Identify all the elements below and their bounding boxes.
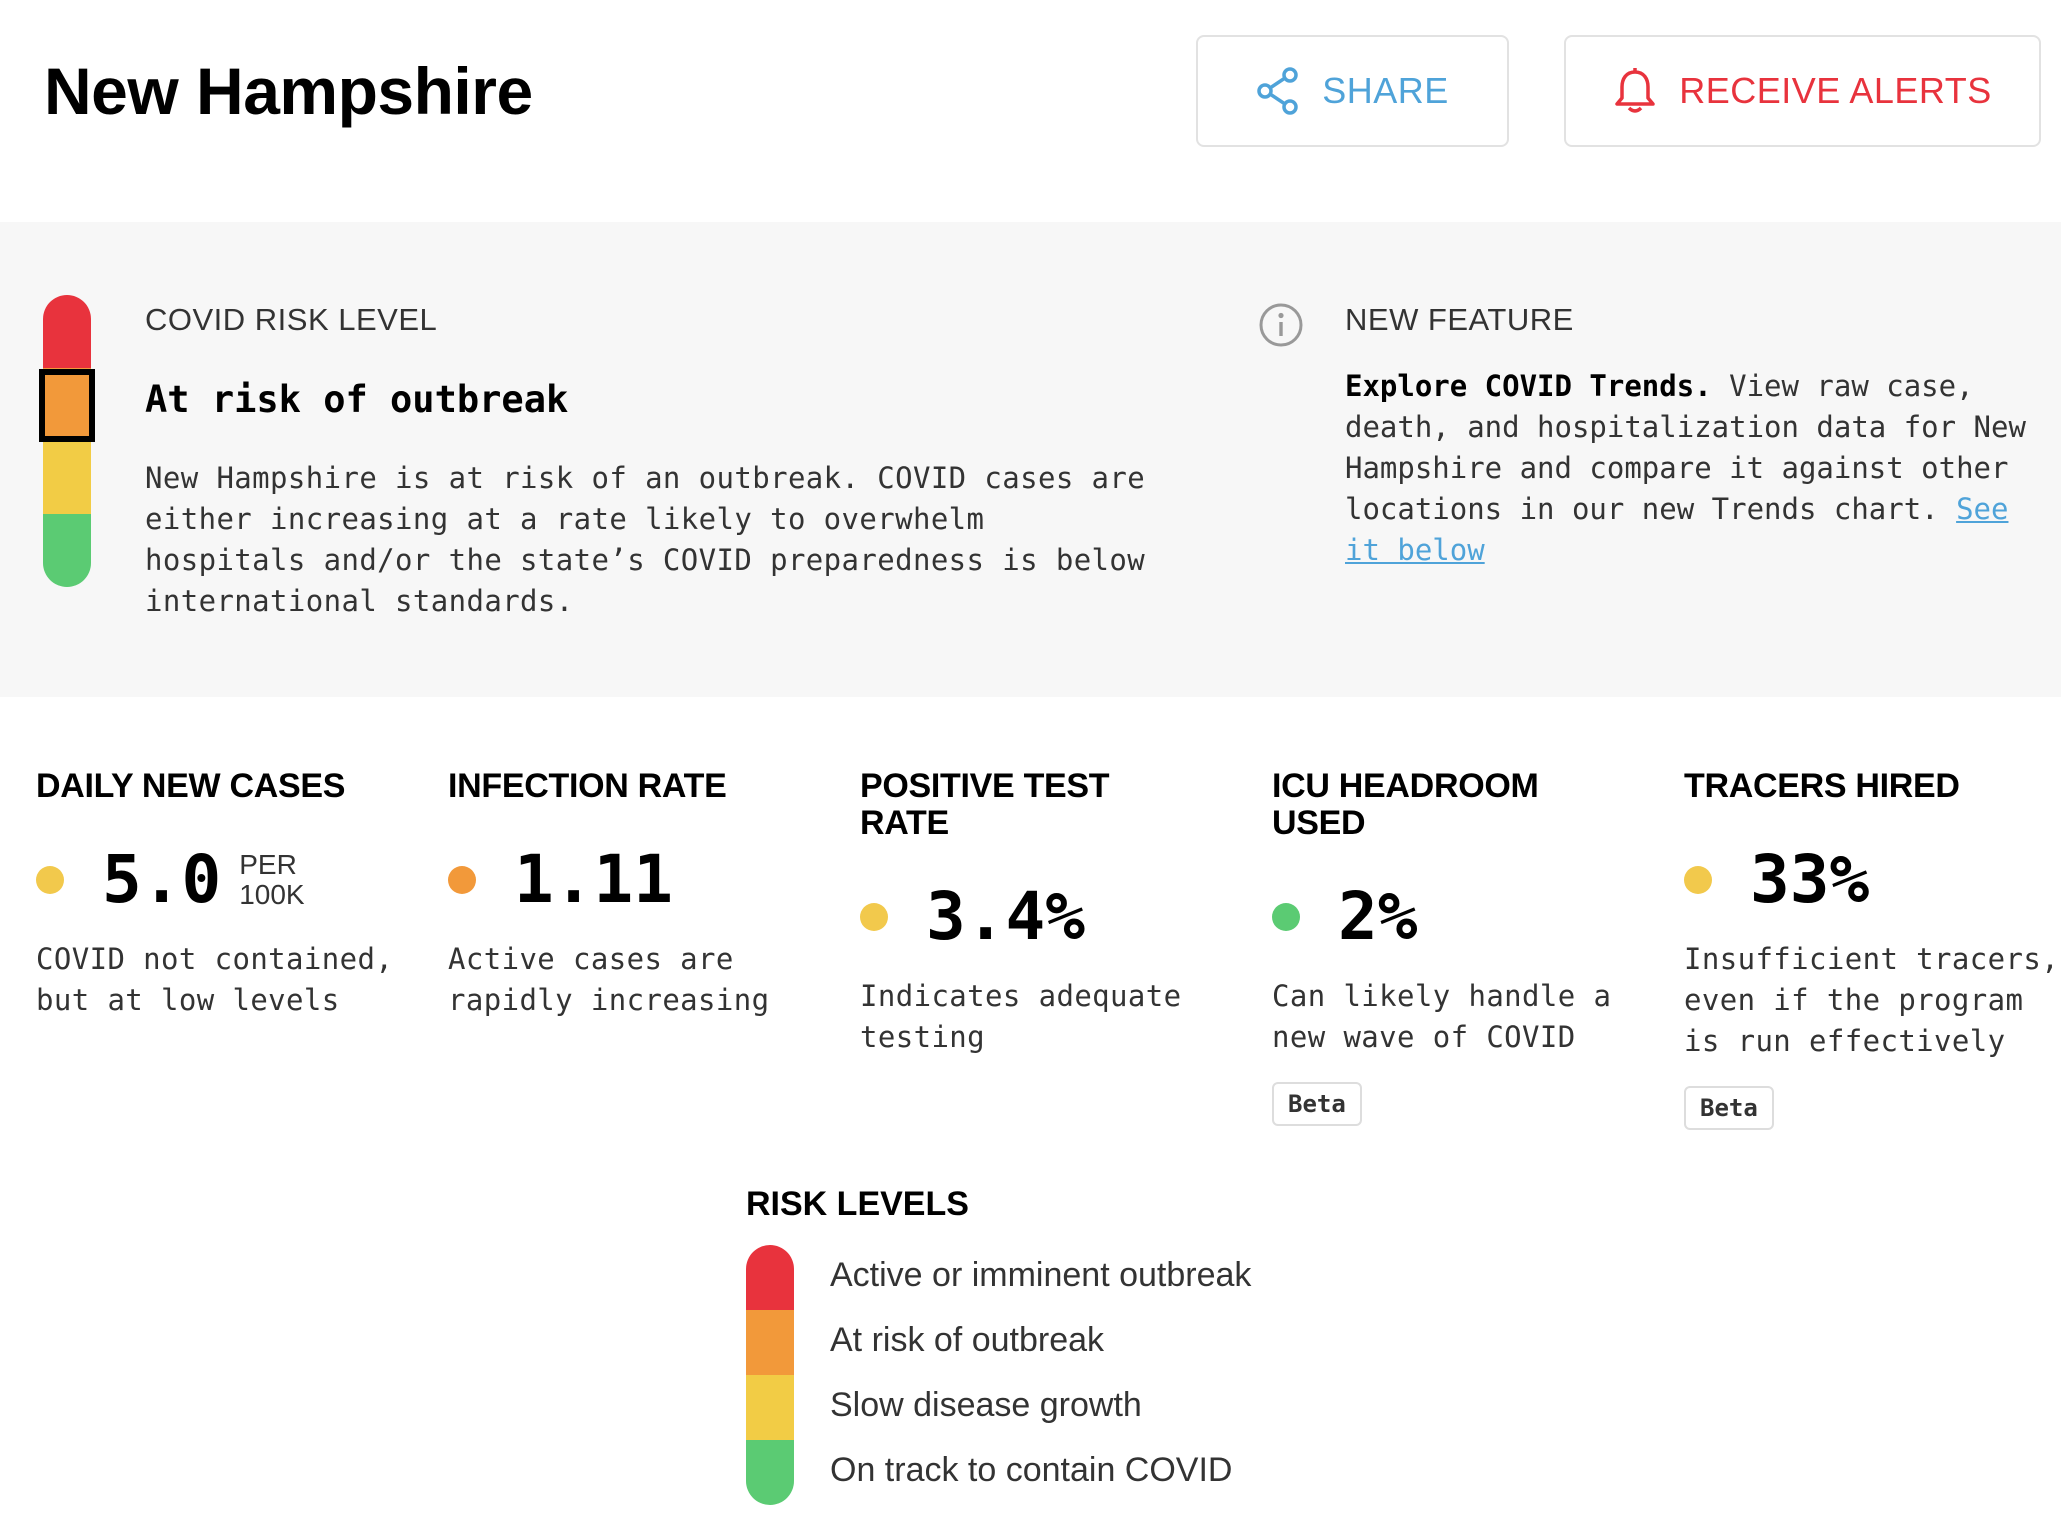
status-dot [448,866,476,894]
metric-description: COVID not contained, but at low levels [36,942,394,1017]
feature-description: Explore COVID Trends. View raw case, dea… [1345,366,2045,571]
risk-levels-title: RISK LEVELS [746,1185,969,1223]
current-risk-marker [39,369,95,442]
metric-value-row: 2% [1272,880,1662,954]
metric-description: Indicates adequate testing [860,979,1182,1054]
metric-title: ICU HEADROOM USED [1272,767,1539,842]
feature-kicker: NEW FEATURE [1345,302,1574,337]
metric-title: POSITIVE TEST RATE [860,767,1110,842]
metric-daily-new-cases: DAILY NEW CASES 5.0 PER 100K COVID not c… [36,768,426,1021]
metric-description: Active cases are rapidly increasing [448,942,770,1017]
share-button[interactable]: SHARE [1196,35,1509,147]
metric-description: Insufficient tracers, even if the progra… [1684,942,2060,1058]
feature-bold-text: Explore COVID Trends. [1345,369,1712,403]
share-label: SHARE [1322,70,1449,111]
beta-badge: Beta [1684,1086,1774,1130]
legend-segment-red [746,1245,794,1310]
metric-title: DAILY NEW CASES [36,767,346,805]
legend-item-on-track: On track to contain COVID [830,1451,1233,1489]
page-title: New Hampshire [44,54,533,128]
risk-panel [0,222,2061,697]
metric-title: INFECTION RATE [448,767,727,805]
legend-segment-yellow [746,1375,794,1440]
meter-segment-red [43,295,91,368]
beta-badge: Beta [1272,1082,1362,1126]
metric-value-row: 5.0 PER 100K [36,843,426,917]
metric-description: Can likely handle a new wave of COVID [1272,979,1612,1054]
info-icon [1258,302,1304,348]
page-header: New Hampshire SHARE RECEIVE ALERTS [0,0,2061,222]
risk-level-meter [43,295,91,587]
risk-levels-bar [746,1245,794,1505]
metric-value: 3.4% [926,878,1085,955]
risk-description: New Hampshire is at risk of an outbreak.… [145,461,1146,618]
metric-value: 33% [1750,841,1870,918]
receive-alerts-label: RECEIVE ALERTS [1679,70,1992,111]
receive-alerts-button[interactable]: RECEIVE ALERTS [1564,35,2041,147]
metric-value-row: 1.11 [448,843,838,917]
metric-title: TRACERS HIRED [1684,767,1960,805]
status-dot [1272,903,1300,931]
feature-body-text: View raw case, death, and hospitalizatio… [1345,369,2026,526]
metric-icu-headroom-used: ICU HEADROOM USED 2% Can likely handle a… [1272,768,1662,1126]
status-dot [860,903,888,931]
meter-segment-yellow [43,441,91,514]
metric-unit: PER 100K [239,849,305,910]
legend-item-slow-growth: Slow disease growth [830,1386,1142,1424]
metric-value: 2% [1338,878,1418,955]
legend-segment-green [746,1440,794,1505]
metric-value-row: 33% [1684,843,2061,917]
metric-value: 5.0 [102,841,222,918]
meter-segment-green [43,514,91,587]
status-dot [36,866,64,894]
metric-positive-test-rate: POSITIVE TEST RATE 3.4% Indicates adequa… [860,768,1250,1058]
metric-value-row: 3.4% [860,880,1250,954]
see-it-below-link[interactable]: See it below [1345,492,2009,567]
legend-item-at-risk: At risk of outbreak [830,1321,1105,1359]
metric-value: 1.11 [514,841,673,918]
risk-level-title: At risk of outbreak [145,378,569,421]
metric-infection-rate: INFECTION RATE 1.11 Active cases are rap… [448,768,838,1021]
meter-segment-orange [43,368,91,441]
bell-icon [1613,67,1657,115]
legend-segment-orange [746,1310,794,1375]
metric-tracers-hired: TRACERS HIRED 33% Insufficient tracers, … [1684,768,2061,1130]
share-icon [1256,67,1300,115]
legend-item-active-outbreak: Active or imminent outbreak [830,1256,1252,1294]
status-dot [1684,866,1712,894]
risk-kicker: COVID RISK LEVEL [145,302,438,337]
